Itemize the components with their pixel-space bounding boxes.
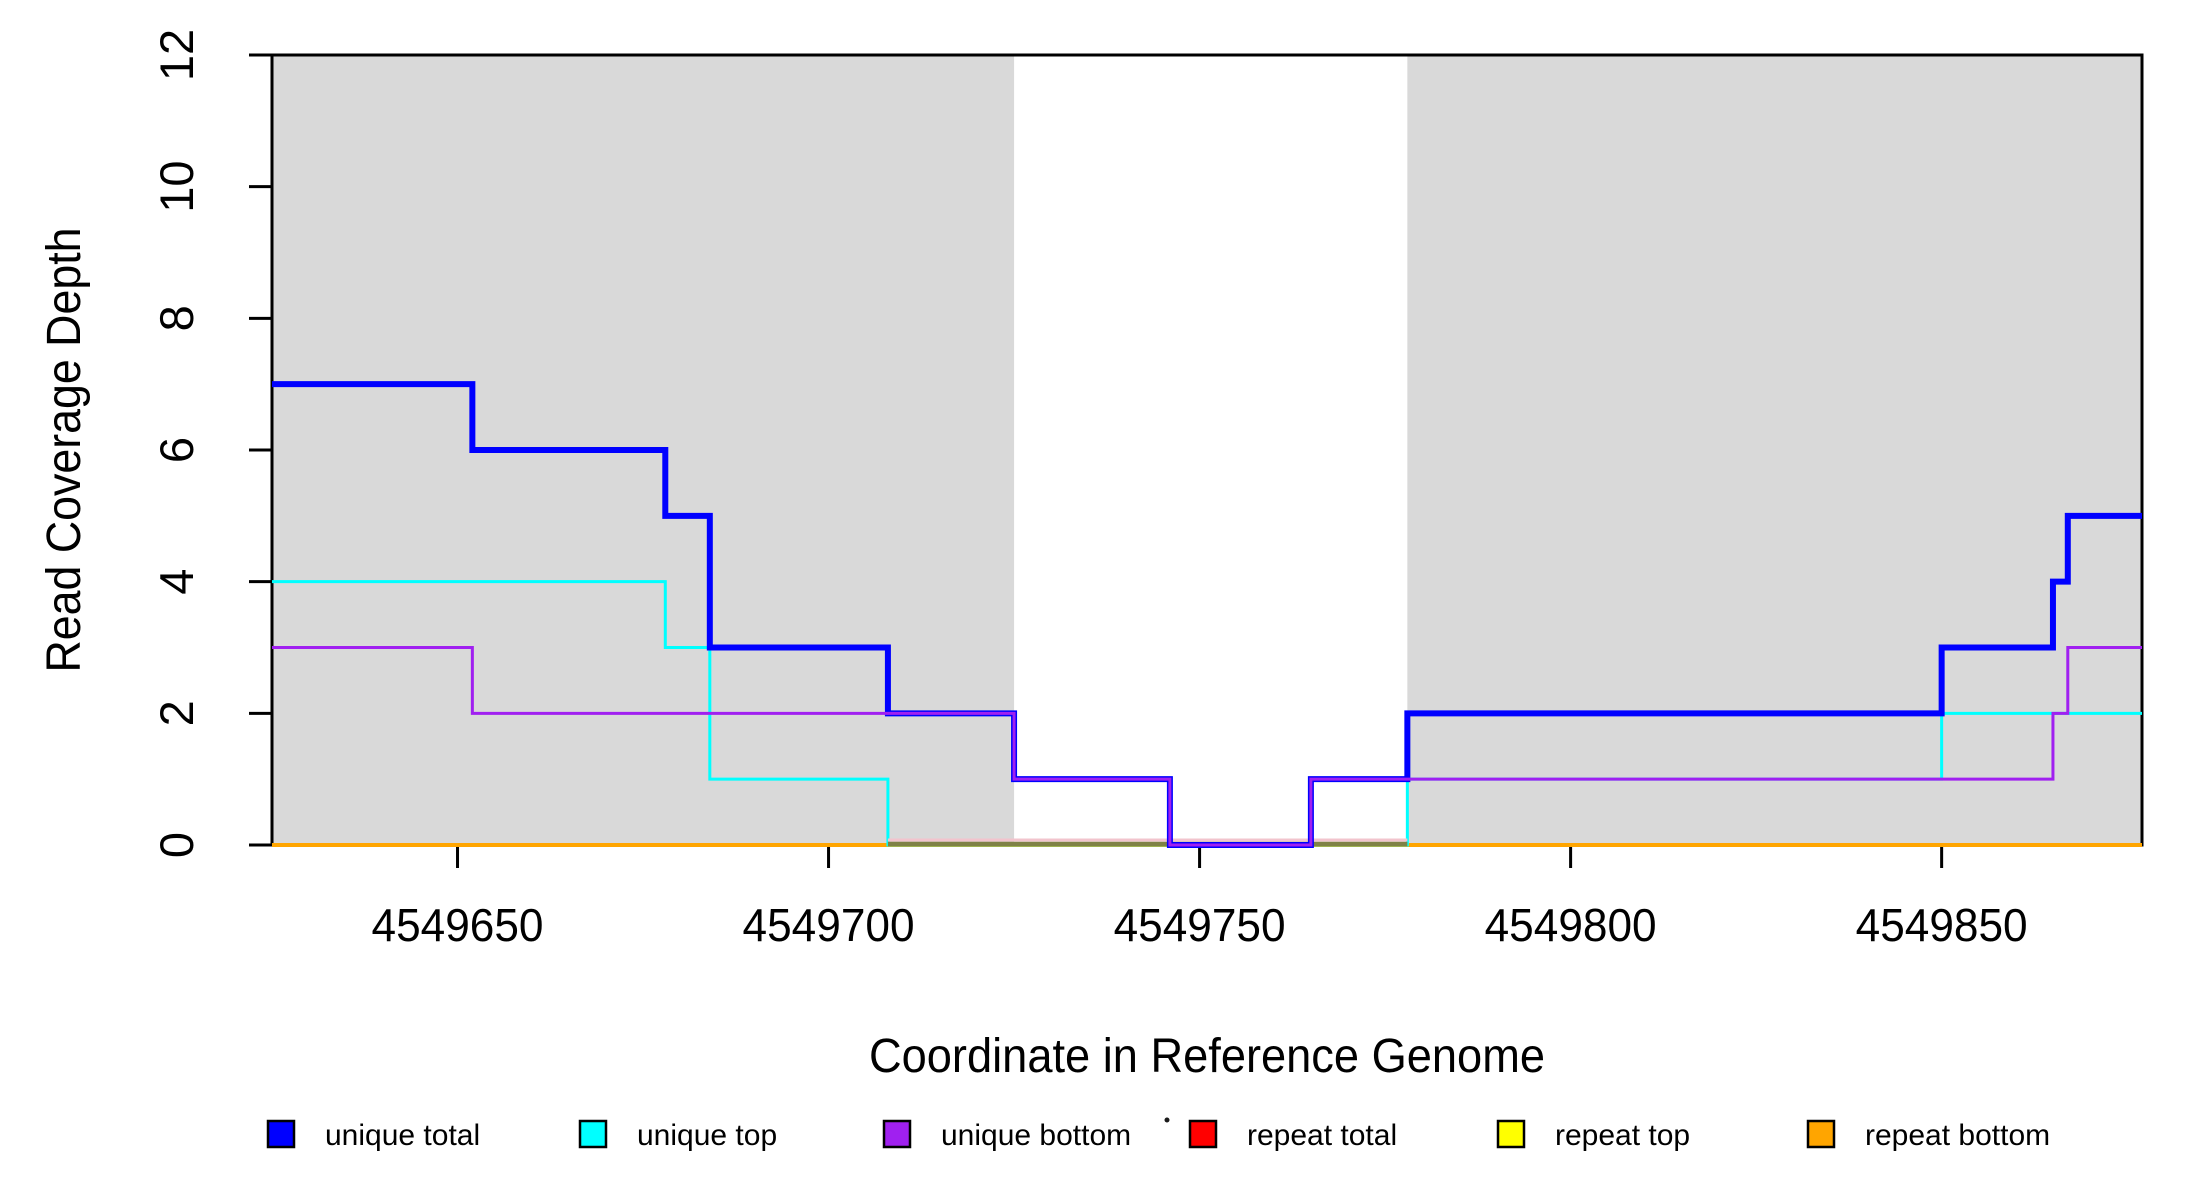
legend-item-unique-total: unique total (266, 1119, 480, 1152)
y-axis-tick-label: 2 (150, 700, 203, 726)
legend-label: unique top (637, 1119, 777, 1152)
y-axis-title: Read Coverage Depth (38, 228, 91, 673)
shaded-region-right-gray-region (1407, 55, 2142, 845)
legend-dot-artifact (1164, 1117, 1170, 1123)
legend-swatch-unique-top (578, 1119, 608, 1149)
y-axis-tick-label: 0 (150, 832, 203, 858)
legend-swatch-repeat-top (1496, 1119, 1526, 1149)
x-axis-tick-label: 4549700 (743, 899, 915, 951)
legend-item-unique-bottom: unique bottom (882, 1119, 1131, 1152)
series-layer (272, 381, 2142, 848)
series-line-unique-top (272, 580, 2142, 847)
x-axis-tick-label: 4549750 (1114, 899, 1286, 951)
y-axis-tick-label: 8 (150, 305, 203, 331)
legend-item-unique-top: unique top (578, 1119, 777, 1152)
legend-item-repeat-total: repeat total (1188, 1119, 1397, 1152)
legend: unique total unique top unique bottom repea… (266, 1117, 2050, 1152)
x-axis-tick-label: 4549800 (1485, 899, 1657, 951)
legend-label: unique bottom (941, 1119, 1131, 1152)
legend-item-repeat-top: repeat top (1496, 1119, 1690, 1152)
legend-swatch-unique-bottom (882, 1119, 912, 1149)
legend-swatch-repeat-bottom (1806, 1119, 1836, 1149)
legend-swatch-unique-total (266, 1119, 296, 1149)
x-axis-tick-label: 4549650 (372, 899, 544, 951)
legend-item-repeat-bottom: repeat bottom (1806, 1119, 2050, 1152)
axes-layer: 4549650 4549700 4549750 4549800 4549850 0 2 4 6 8… (150, 29, 2028, 951)
legend-label: repeat total (1247, 1119, 1397, 1152)
legend-label: unique total (325, 1119, 480, 1152)
shaded-regions-layer (272, 55, 2142, 845)
legend-label: repeat top (1555, 1119, 1690, 1152)
y-axis-tick-label: 4 (150, 569, 203, 595)
series-line-unique-bottom (272, 646, 2142, 847)
legend-label: repeat bottom (1865, 1119, 2050, 1152)
x-axis-tick-label: 4549850 (1856, 899, 2028, 951)
x-axis-title: Coordinate in Reference Genome (869, 1030, 1545, 1083)
legend-swatch-repeat-total (1188, 1119, 1218, 1149)
y-axis-tick-label: 6 (150, 437, 203, 463)
y-axis-tick-label: 12 (150, 29, 203, 81)
y-axis-tick-label: 10 (150, 161, 203, 213)
